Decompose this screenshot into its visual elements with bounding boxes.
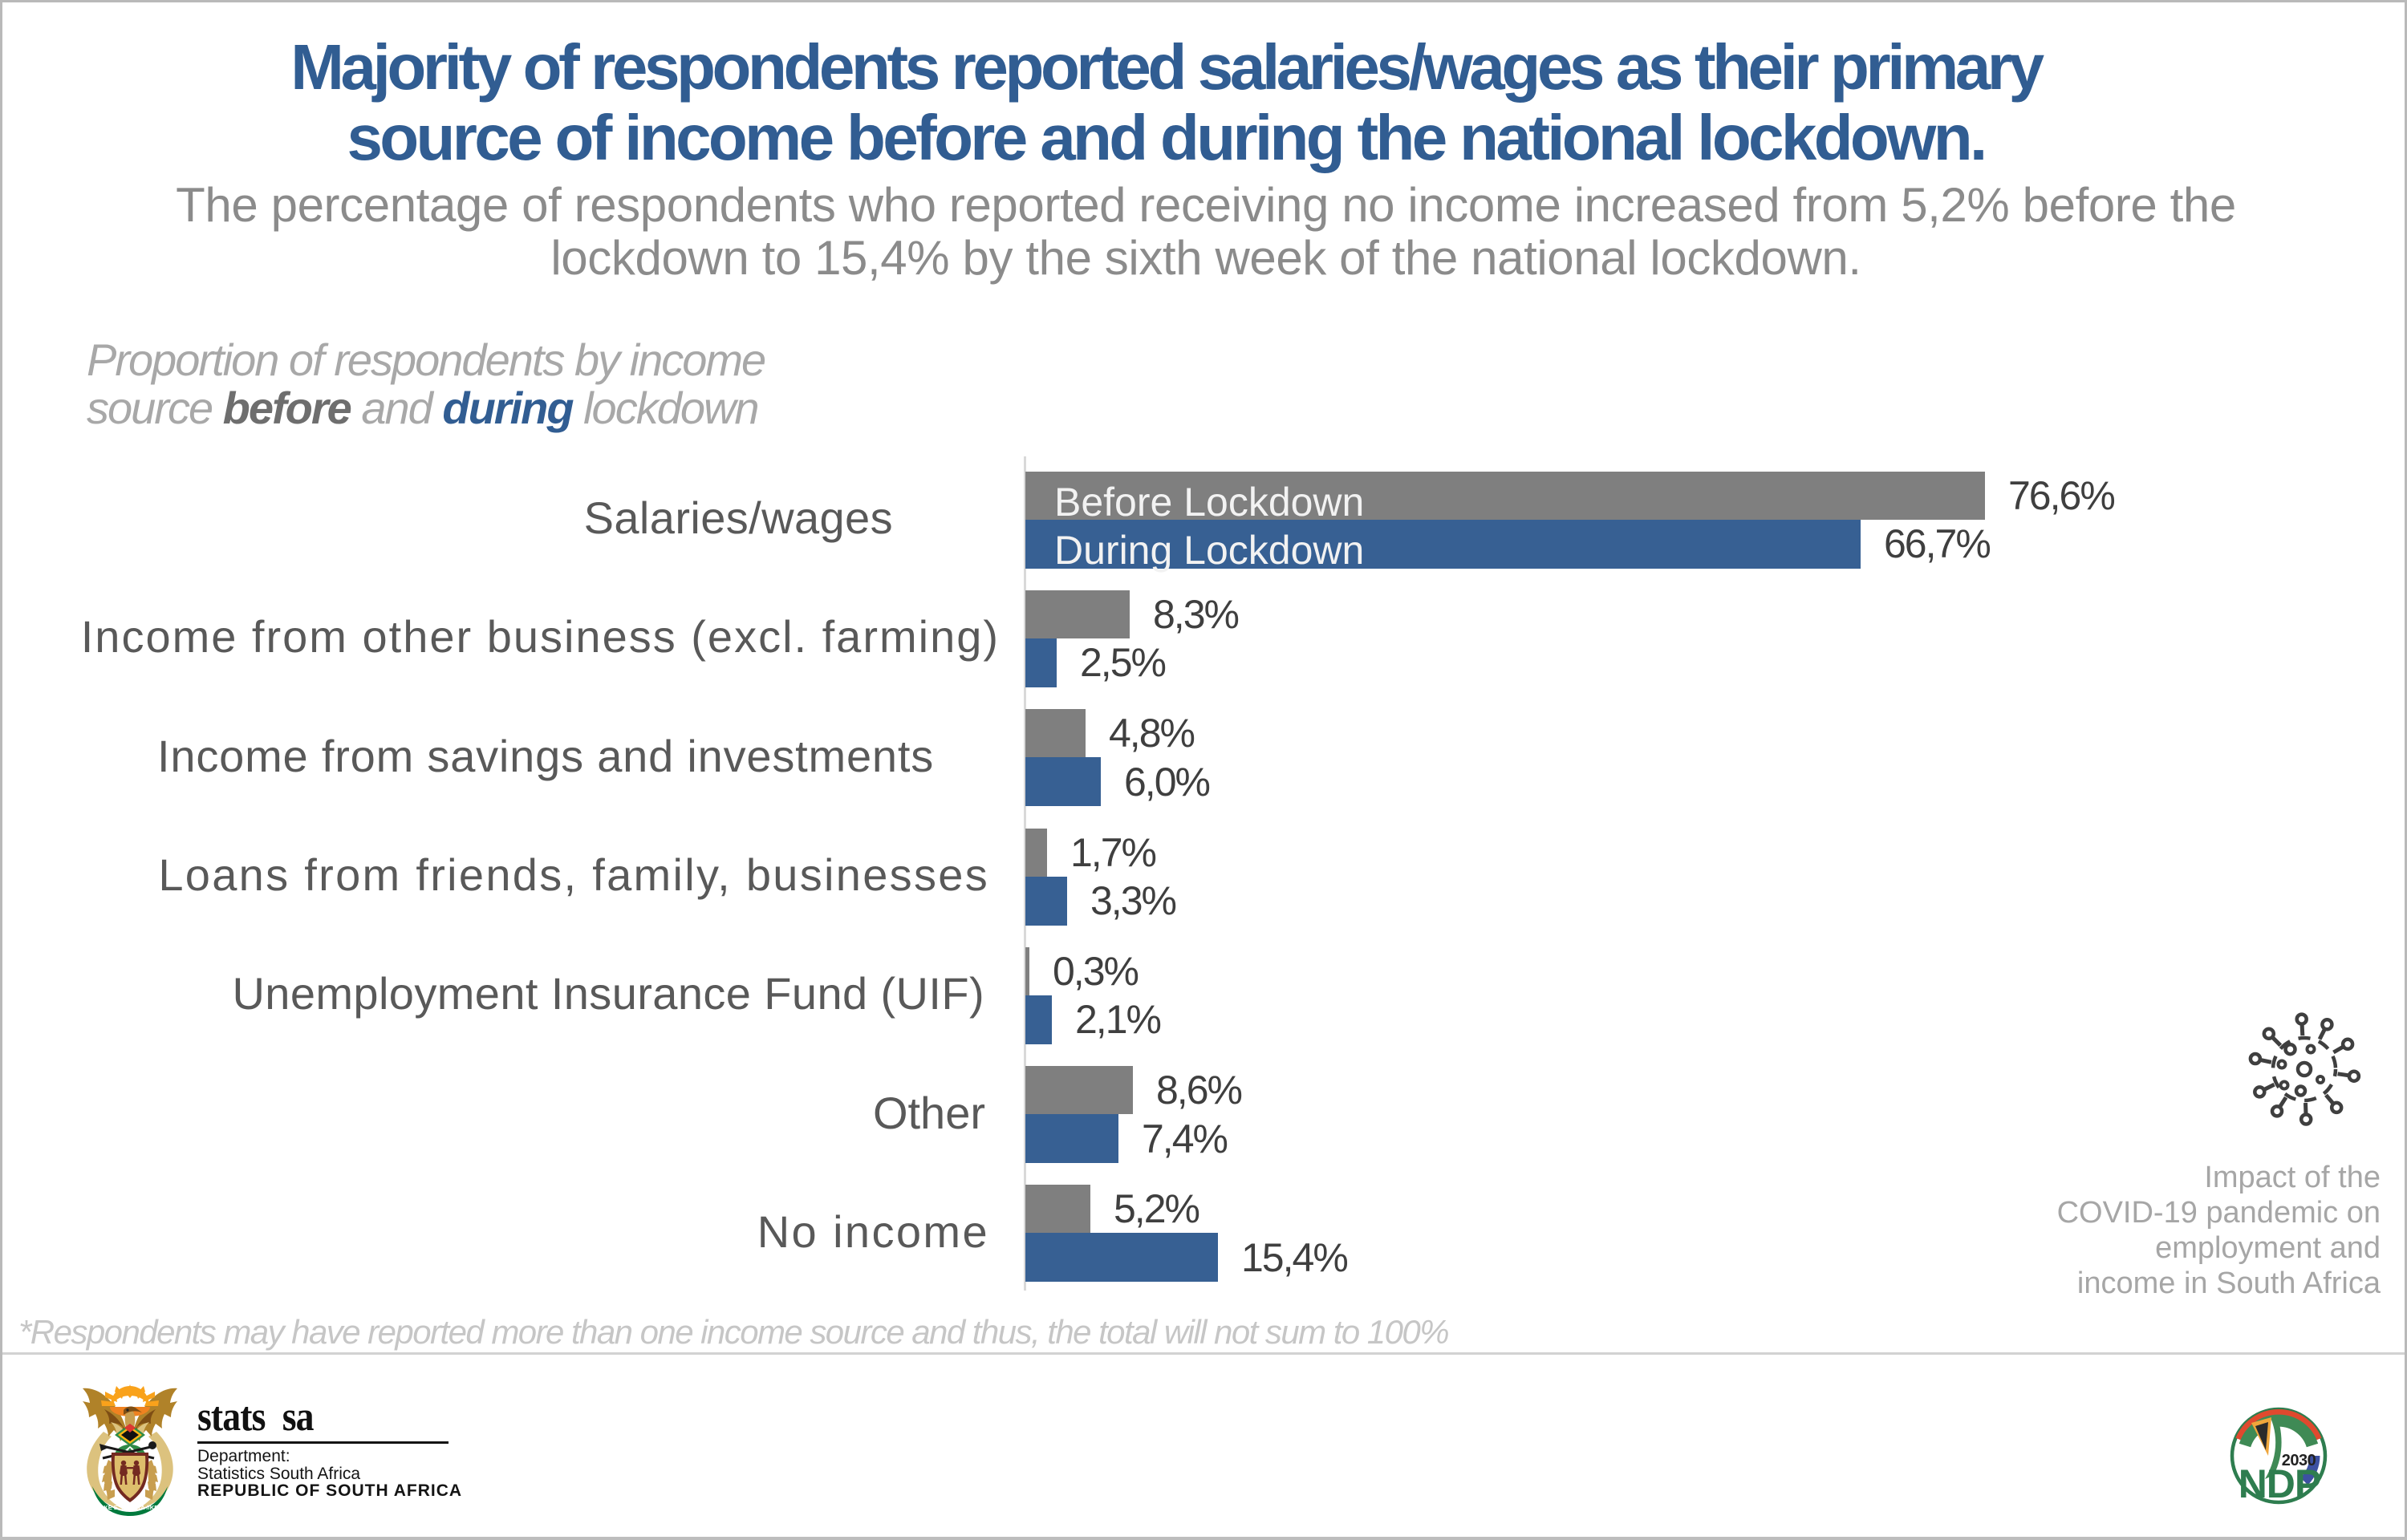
svg-text:2030: 2030 [2282,1452,2316,1469]
svg-text:!KE E: /XARRA //KE: !KE E: /XARRA //KE [102,1504,159,1511]
svg-text:NDP: NDP [2239,1461,2321,1506]
